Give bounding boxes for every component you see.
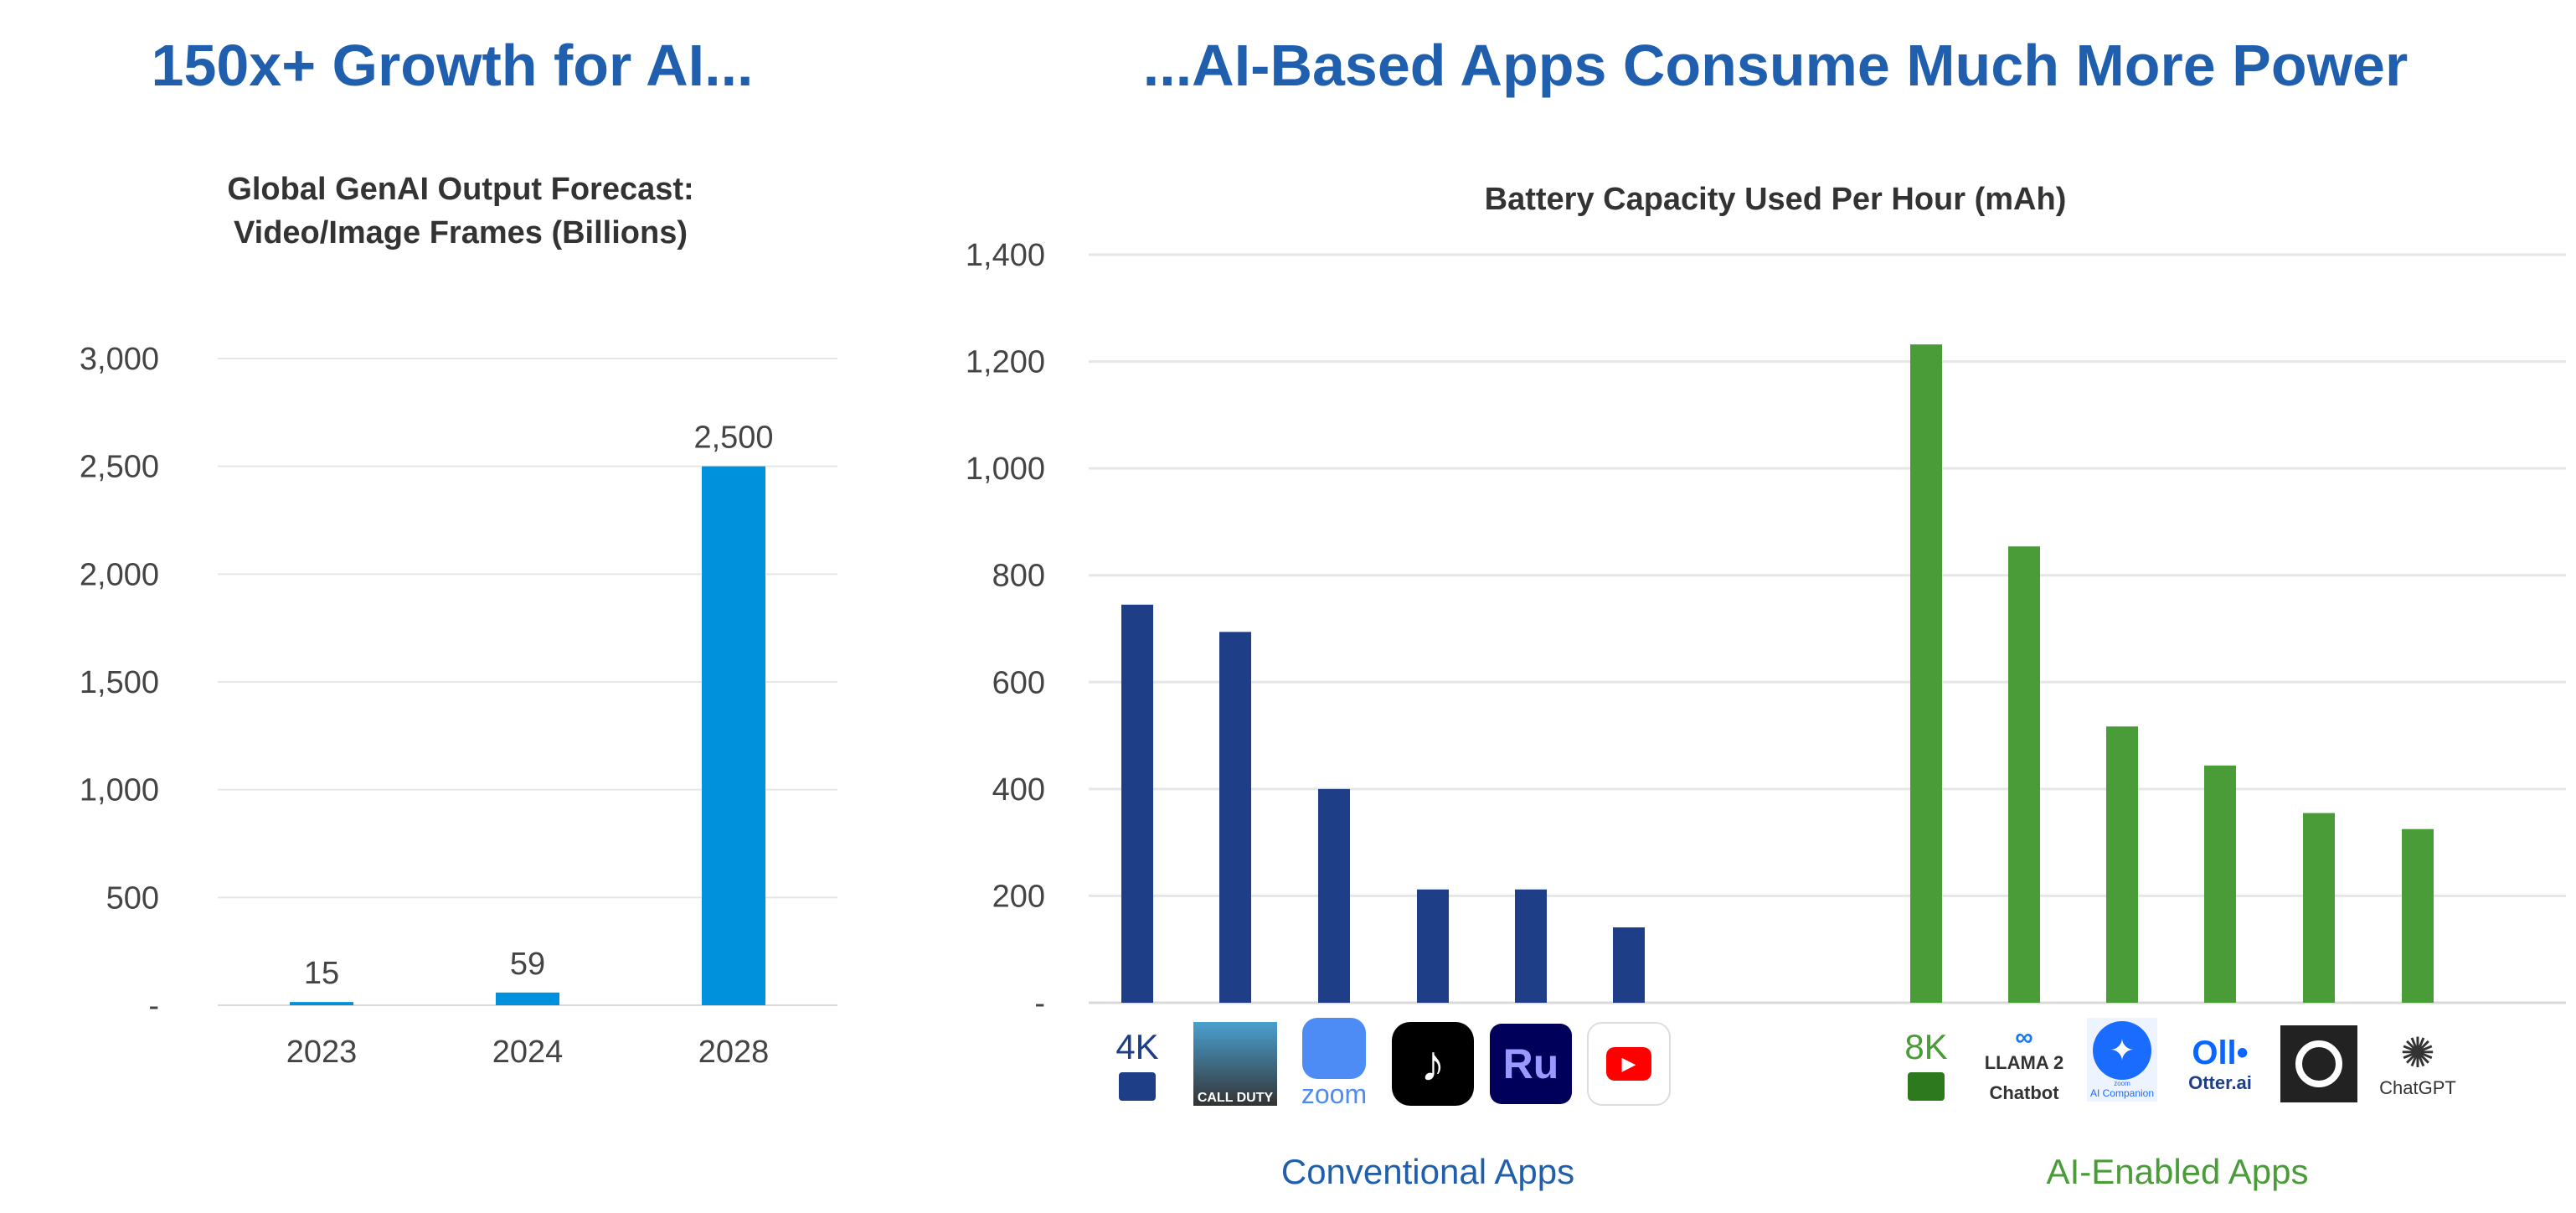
left-chart-title-line1: Global GenAI Output Forecast: [227,172,694,207]
icon-label-ru: Ru [1490,1024,1572,1104]
camera-icon [1119,1072,1156,1101]
icon-label-8k: 8K [1904,1027,1948,1066]
call-of-duty-icon: CALL DUTY [1193,1018,1277,1110]
chatgpt-icon: ✺ ChatGPT [2379,1030,2456,1098]
bar-2024 [496,992,559,1005]
bar-youtube [1613,927,1645,1003]
bar-tiktok [1417,889,1449,1003]
tiktok-icon: ♪ [1391,1018,1475,1110]
y-tick-label: 800 [992,559,1045,594]
video-8k-icon: 8K [1884,1018,1968,1110]
youtube-icon: ▶ [1587,1018,1671,1110]
otter-ai-icon: Oll• Otter.ai [2188,1034,2252,1093]
bar-chatgpt [2402,828,2434,1003]
icon-label-cod: CALL DUTY [1193,1022,1277,1106]
bar-circle-app [2303,813,2335,1003]
y-tick-label: 600 [992,665,1045,700]
y-tick-label: 500 [106,880,159,916]
video-4k-icon: 4K [1095,1018,1179,1110]
bar-otter-ai [2204,765,2236,1003]
icon-label-chatgpt: ChatGPT [2379,1077,2456,1098]
x-tick-label: 2024 [492,1035,564,1070]
y-tick-label: 1,500 [80,665,159,700]
x-tick-label: 2028 [698,1035,770,1070]
y-tick-label: 200 [992,879,1045,914]
y-tick-label: 400 [992,772,1045,808]
zoom-icon: zoom [1292,1018,1376,1110]
camera-icon [1908,1072,1945,1101]
data-label: 15 [304,956,339,991]
group-label-ai: AI-Enabled Apps [2046,1152,2309,1191]
icon-label-4k: 4K [1115,1027,1159,1066]
left-chart-title: Global GenAI Output Forecast: Video/Imag… [227,168,693,255]
circle-app-icon [2277,1018,2361,1110]
y-tick-label: 1,200 [966,345,1045,380]
bar-llama-2-chatbot [2008,546,2040,1003]
bar-2028 [702,466,765,1005]
headline-right: ...AI-Based Apps Consume Much More Power [1142,33,2409,98]
data-label: 59 [510,947,545,982]
llama-chatbot-icon: ∞ LLAMA 2 Chatbot [1984,1024,2064,1103]
bar-zoom-ai-companion [2106,726,2138,1003]
y-tick-label: 1,000 [966,452,1045,487]
icon-label-zoomai: AI Companion [2089,1087,2155,1099]
y-tick-label: 1,400 [966,238,1045,273]
bar-call-of-duty [1219,632,1251,1003]
headline-left: 150x+ Growth for AI... [151,33,754,98]
icon-label-zoom: zoom [1301,1079,1368,1109]
bar-zoom [1318,788,1350,1003]
icon-label-llama: LLAMA 2 [1984,1052,2064,1073]
zoom-ai-companion-icon: ✦ zoom AI Companion [2087,1018,2157,1102]
y-tick-label: - [1034,986,1045,1021]
x-tick-label: 2023 [286,1035,358,1070]
icon-label-otter: Otter.ai [2188,1071,2252,1093]
icon-label-chatbot: Chatbot [1989,1082,2059,1103]
y-tick-label: 3,000 [80,342,159,377]
bar-2023 [290,1002,353,1005]
group-label-conventional: Conventional Apps [1280,1152,1575,1191]
icon-label-zoomai-small: zoom [2114,1079,2130,1087]
y-tick-label: 1,000 [80,773,159,808]
bar-8k-video [1910,344,1942,1003]
bar-4k-video [1121,604,1153,1003]
data-label: 2,500 [693,421,773,456]
y-tick-label: 2,500 [80,450,159,485]
bar-adobe-rush [1515,889,1547,1003]
adobe-rush-icon: Ru [1489,1018,1573,1110]
y-tick-label: 2,000 [80,557,159,592]
right-chart-title: Battery Capacity Used Per Hour (mAh) [1484,182,2067,217]
left-chart-title-line2: Video/Image Frames (Billions) [233,215,688,250]
y-tick-label: - [148,988,159,1024]
